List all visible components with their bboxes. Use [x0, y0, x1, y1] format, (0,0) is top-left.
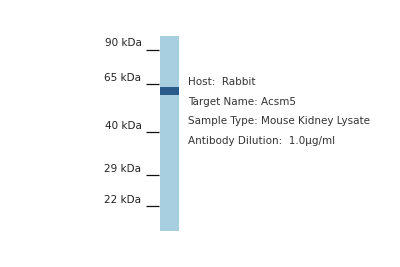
Text: Target Name: Acsm5: Target Name: Acsm5 — [188, 97, 296, 107]
Bar — [160, 87, 179, 95]
Text: 22 kDa: 22 kDa — [104, 195, 142, 205]
Text: 40 kDa: 40 kDa — [104, 121, 142, 131]
Text: 90 kDa: 90 kDa — [104, 38, 142, 49]
Bar — [160, 36, 179, 231]
Text: Host:  Rabbit: Host: Rabbit — [188, 77, 256, 87]
Text: Antibody Dilution:  1.0µg/ml: Antibody Dilution: 1.0µg/ml — [188, 136, 335, 146]
Text: Sample Type: Mouse Kidney Lysate: Sample Type: Mouse Kidney Lysate — [188, 116, 370, 126]
Text: 65 kDa: 65 kDa — [104, 73, 142, 83]
Text: 29 kDa: 29 kDa — [104, 164, 142, 174]
